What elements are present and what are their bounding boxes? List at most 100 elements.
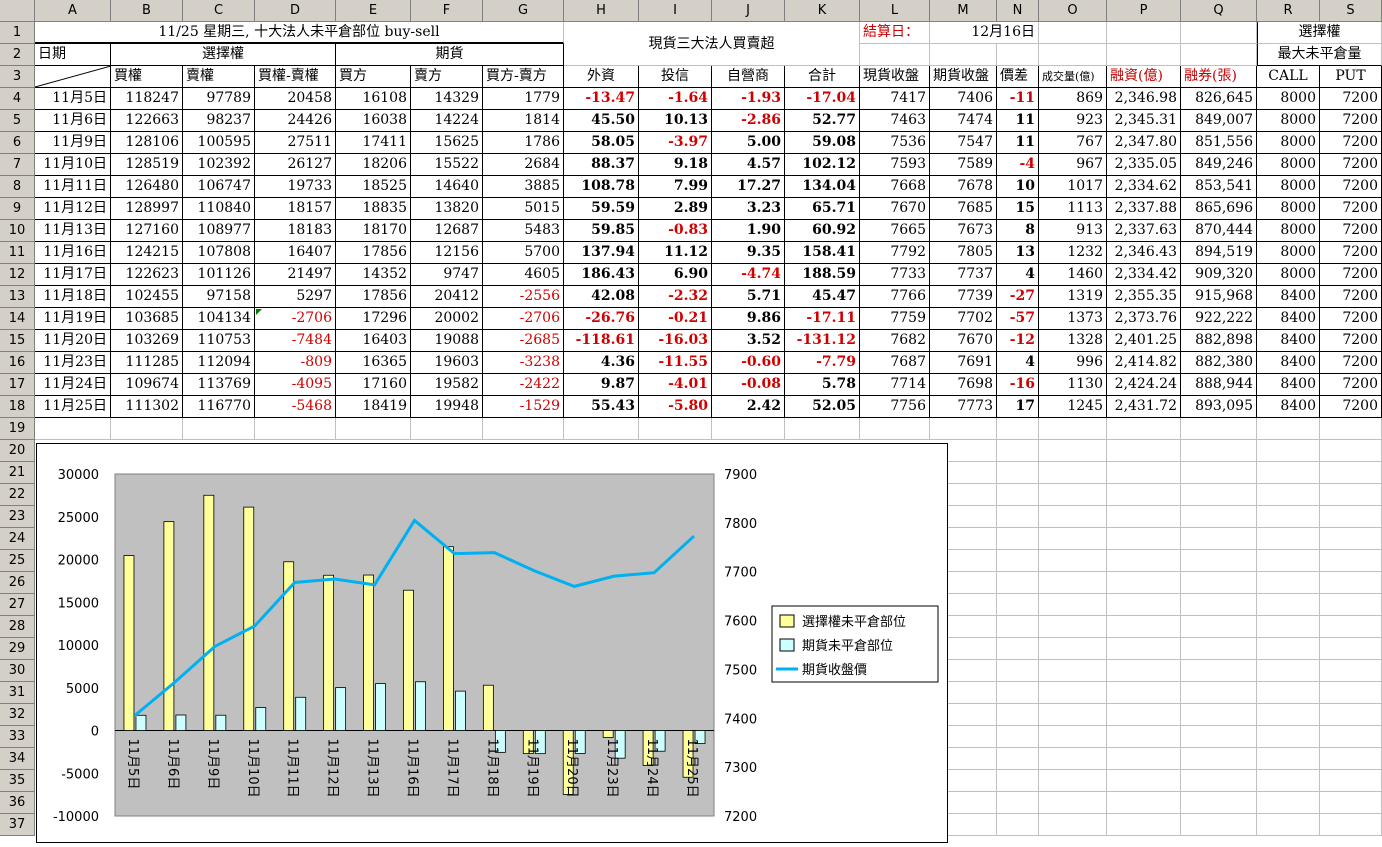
cell-k-12[interactable]: 188.59 <box>785 264 860 286</box>
cell-date-10[interactable]: 11月13日 <box>35 220 111 242</box>
cell-O34[interactable] <box>1039 748 1107 770</box>
cell-l-9[interactable]: 7670 <box>860 198 930 220</box>
cell-Q32[interactable] <box>1181 704 1257 726</box>
cell-N34[interactable] <box>997 748 1039 770</box>
cell-j-4[interactable]: -1.93 <box>712 88 785 110</box>
column-header-I[interactable]: I <box>639 0 712 22</box>
cell-b-5[interactable]: 122663 <box>111 110 183 132</box>
cell-r-4[interactable]: 8000 <box>1257 88 1320 110</box>
column-header-B[interactable]: B <box>111 0 183 22</box>
cell-O20[interactable] <box>1039 440 1107 462</box>
cell-c-14[interactable]: 104134 <box>183 308 255 330</box>
cell-g-9[interactable]: 5015 <box>483 198 564 220</box>
column-title-H[interactable]: 外資 <box>564 66 639 88</box>
cell-s-8[interactable]: 7200 <box>1320 176 1382 198</box>
cell-O37[interactable] <box>1039 814 1107 836</box>
cell-l-13[interactable]: 7766 <box>860 286 930 308</box>
cell-Q30[interactable] <box>1181 660 1257 682</box>
cell-Q22[interactable] <box>1181 484 1257 506</box>
cell-l-7[interactable]: 7593 <box>860 154 930 176</box>
cell-k-17[interactable]: 5.78 <box>785 374 860 396</box>
cell-q-4[interactable]: 826,645 <box>1181 88 1257 110</box>
cell-k-16[interactable]: -7.79 <box>785 352 860 374</box>
column-title-K[interactable]: 合計 <box>785 66 860 88</box>
column-title-I[interactable]: 投信 <box>639 66 712 88</box>
cell-e-4[interactable]: 16108 <box>336 88 411 110</box>
cell-b-12[interactable]: 122623 <box>111 264 183 286</box>
cell-S27[interactable] <box>1320 594 1382 616</box>
column-title-J[interactable]: 自營商 <box>712 66 785 88</box>
cell-N31[interactable] <box>997 682 1039 704</box>
cell-N21[interactable] <box>997 462 1039 484</box>
cell-Q2[interactable] <box>1181 44 1257 66</box>
row-header-34[interactable]: 34 <box>0 748 35 770</box>
cell-j-11[interactable]: 9.35 <box>712 242 785 264</box>
cell-q-12[interactable]: 909,320 <box>1181 264 1257 286</box>
row-header-25[interactable]: 25 <box>0 550 35 572</box>
cell-k-4[interactable]: -17.04 <box>785 88 860 110</box>
column-title-B[interactable]: 買權 <box>111 66 183 88</box>
cell-R30[interactable] <box>1257 660 1320 682</box>
cell-g-7[interactable]: 2684 <box>483 154 564 176</box>
cell-m-16[interactable]: 7691 <box>930 352 997 374</box>
cell-l-8[interactable]: 7668 <box>860 176 930 198</box>
cell-M26[interactable] <box>930 572 997 594</box>
cell-N27[interactable] <box>997 594 1039 616</box>
cell-i-17[interactable]: -4.01 <box>639 374 712 396</box>
cell-P19[interactable] <box>1107 418 1181 440</box>
cell-O27[interactable] <box>1039 594 1107 616</box>
cell-l-11[interactable]: 7792 <box>860 242 930 264</box>
column-header-N[interactable]: N <box>997 0 1039 22</box>
max-oi-label[interactable]: 最大未平倉量 <box>1257 44 1382 66</box>
cell-o-9[interactable]: 1113 <box>1039 198 1107 220</box>
cell-f-18[interactable]: 19948 <box>411 396 483 418</box>
cell-c-8[interactable]: 106747 <box>183 176 255 198</box>
cell-o-7[interactable]: 967 <box>1039 154 1107 176</box>
cell-O29[interactable] <box>1039 638 1107 660</box>
column-title-O[interactable]: 成交量(億) <box>1039 66 1107 88</box>
column-header-G[interactable]: G <box>483 0 564 22</box>
cell-k-8[interactable]: 134.04 <box>785 176 860 198</box>
cell-j-16[interactable]: -0.60 <box>712 352 785 374</box>
cell-S30[interactable] <box>1320 660 1382 682</box>
cell-r-14[interactable]: 8400 <box>1257 308 1320 330</box>
cell-n-13[interactable]: -27 <box>997 286 1039 308</box>
column-title-R[interactable]: CALL <box>1257 66 1320 88</box>
column-header-M[interactable]: M <box>930 0 997 22</box>
cell-m-18[interactable]: 7773 <box>930 396 997 418</box>
cell-h-6[interactable]: 58.05 <box>564 132 639 154</box>
cell-o-16[interactable]: 996 <box>1039 352 1107 374</box>
cell-R37[interactable] <box>1257 814 1320 836</box>
column-title-D[interactable]: 買權-賣權 <box>255 66 336 88</box>
cell-M33[interactable] <box>930 726 997 748</box>
cell-m-9[interactable]: 7685 <box>930 198 997 220</box>
cell-Q37[interactable] <box>1181 814 1257 836</box>
column-header-K[interactable]: K <box>785 0 860 22</box>
cell-R21[interactable] <box>1257 462 1320 484</box>
cell-S32[interactable] <box>1320 704 1382 726</box>
cell-S37[interactable] <box>1320 814 1382 836</box>
chart[interactable]: 30000 25000 20000 15000 10000 5000 0 -5000 -1000… <box>36 443 948 843</box>
cell-R31[interactable] <box>1257 682 1320 704</box>
cell-m-8[interactable]: 7678 <box>930 176 997 198</box>
cell-O35[interactable] <box>1039 770 1107 792</box>
cell-p-4[interactable]: 2,346.98 <box>1107 88 1181 110</box>
column-header-H[interactable]: H <box>564 0 639 22</box>
cell-d-8[interactable]: 19733 <box>255 176 336 198</box>
cell-l-12[interactable]: 7733 <box>860 264 930 286</box>
cell-l-15[interactable]: 7682 <box>860 330 930 352</box>
column-header-C[interactable]: C <box>183 0 255 22</box>
cell-e-13[interactable]: 17856 <box>336 286 411 308</box>
cell-i-9[interactable]: 2.89 <box>639 198 712 220</box>
cell-e-7[interactable]: 18206 <box>336 154 411 176</box>
cell-k-18[interactable]: 52.05 <box>785 396 860 418</box>
cell-j-12[interactable]: -4.74 <box>712 264 785 286</box>
cell-R19[interactable] <box>1257 418 1320 440</box>
cell-c-13[interactable]: 97158 <box>183 286 255 308</box>
cell-d-7[interactable]: 26127 <box>255 154 336 176</box>
cell-j-14[interactable]: 9.86 <box>712 308 785 330</box>
cell-d-18[interactable]: -5468 <box>255 396 336 418</box>
cell-p-12[interactable]: 2,334.42 <box>1107 264 1181 286</box>
cell-date-17[interactable]: 11月24日 <box>35 374 111 396</box>
cell-s-17[interactable]: 7200 <box>1320 374 1382 396</box>
